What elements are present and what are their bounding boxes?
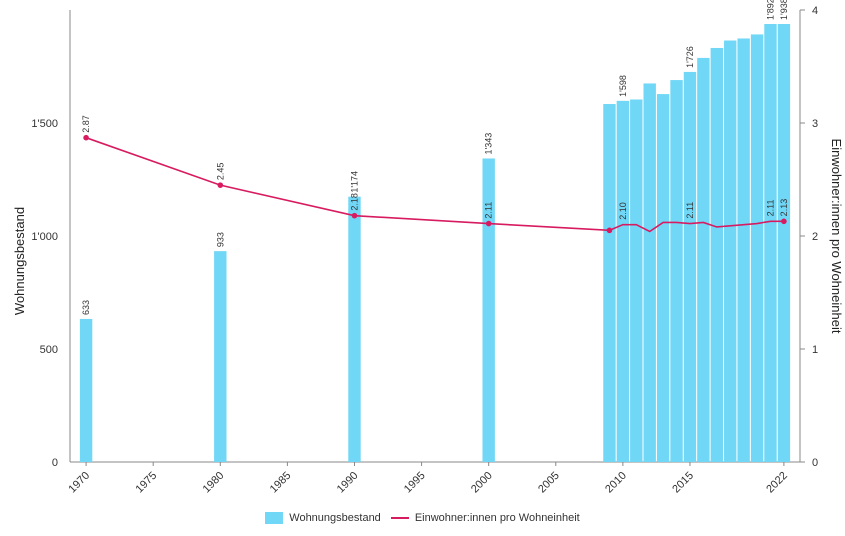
y-right-axis-title: Einwohner:innen pro Wohneinheit [829,139,844,334]
x-tick-label: 1990 [335,470,361,496]
line-point [217,182,224,188]
y-left-tick-label: 1'000 [31,231,58,243]
x-tick-label: 2000 [469,470,495,496]
bar [710,47,724,463]
legend: Wohnungsbestand Einwohner:innen pro Wohn… [0,512,845,524]
bar [777,24,791,463]
y-left-tick-label: 1'500 [31,118,58,130]
x-tick-label: 1970 [66,470,92,496]
x-tick-label: 1985 [268,470,294,496]
data-labels: 633 933 1'174 1'343 1'598 1'726 1'892 1'938 2.87… [81,0,789,315]
line-point [83,134,89,141]
line-data-label: 2.87 [81,115,91,133]
line-data-label: 2.45 [215,163,225,181]
line-path [85,136,784,233]
bar [750,34,764,463]
legend-bar-swatch [265,512,284,524]
y-left-tick-label: 0 [52,457,58,469]
y-right-tick-label: 0 [812,457,818,469]
legend-line-label: Einwohner:innen pro Wohneinheit [414,512,580,524]
line-data-label: 2.11 [685,202,695,219]
y-left-tick-label: 500 [40,344,58,356]
legend-bar-label: Wohnungsbestand [289,512,381,524]
x-tick-label: 2015 [670,470,696,496]
line-point [351,212,358,219]
x-tick-label: 2022 [764,470,790,496]
bar [697,57,710,463]
bar [737,38,750,462]
legend-item-bars[interactable]: Wohnungsbestand [265,512,381,524]
bar [630,99,643,462]
bar [603,104,616,463]
x-tick-label: 2010 [603,470,629,496]
line-data-label: 2.13 [779,199,789,217]
bar-data-label: 633 [81,300,91,315]
bar-data-label: 1'174 [349,171,359,193]
bar-data-label: 933 [215,232,225,247]
x-tick-label: 1995 [402,470,428,496]
legend-item-line[interactable]: Einwohner:innen pro Wohneinheit [390,512,580,524]
y-right-tick-label: 1 [812,344,818,356]
line-series [83,134,787,234]
legend-line-swatch [390,517,409,519]
bar [724,40,737,462]
bar-data-label: 1'598 [618,75,628,97]
bar-data-label: 1'938 [779,0,789,20]
y-right-tick-label: 4 [812,5,818,17]
line-data-label: 2.11 [765,199,775,216]
bar-data-label: 1'343 [484,133,494,155]
line-data-label: 2.11 [484,202,494,219]
y-left-axis-title: Wohnungsbestand [12,207,27,315]
x-tick-label: 1975 [134,470,160,496]
line-point [781,218,787,225]
bar-data-label: 1'726 [685,46,695,68]
bar [670,80,683,462]
x-tick-label: 2005 [536,470,562,496]
line-point [606,227,613,234]
bar-data-label: 1'892 [765,0,775,20]
bar [643,83,656,462]
bar [482,158,495,462]
bar [348,196,361,462]
bar [764,24,777,463]
bar [79,318,93,462]
bar [656,94,670,463]
y-right-tick-label: 2 [812,231,818,243]
line-data-label: 2.10 [618,202,628,220]
bar-series [79,24,791,463]
bar [214,251,227,462]
line-point [485,220,492,227]
x-tick-label: 1980 [201,470,227,496]
bar [683,71,697,462]
bar [616,100,630,463]
line-data-label: 2.18 [349,193,359,211]
y-right-tick-label: 3 [812,118,818,130]
